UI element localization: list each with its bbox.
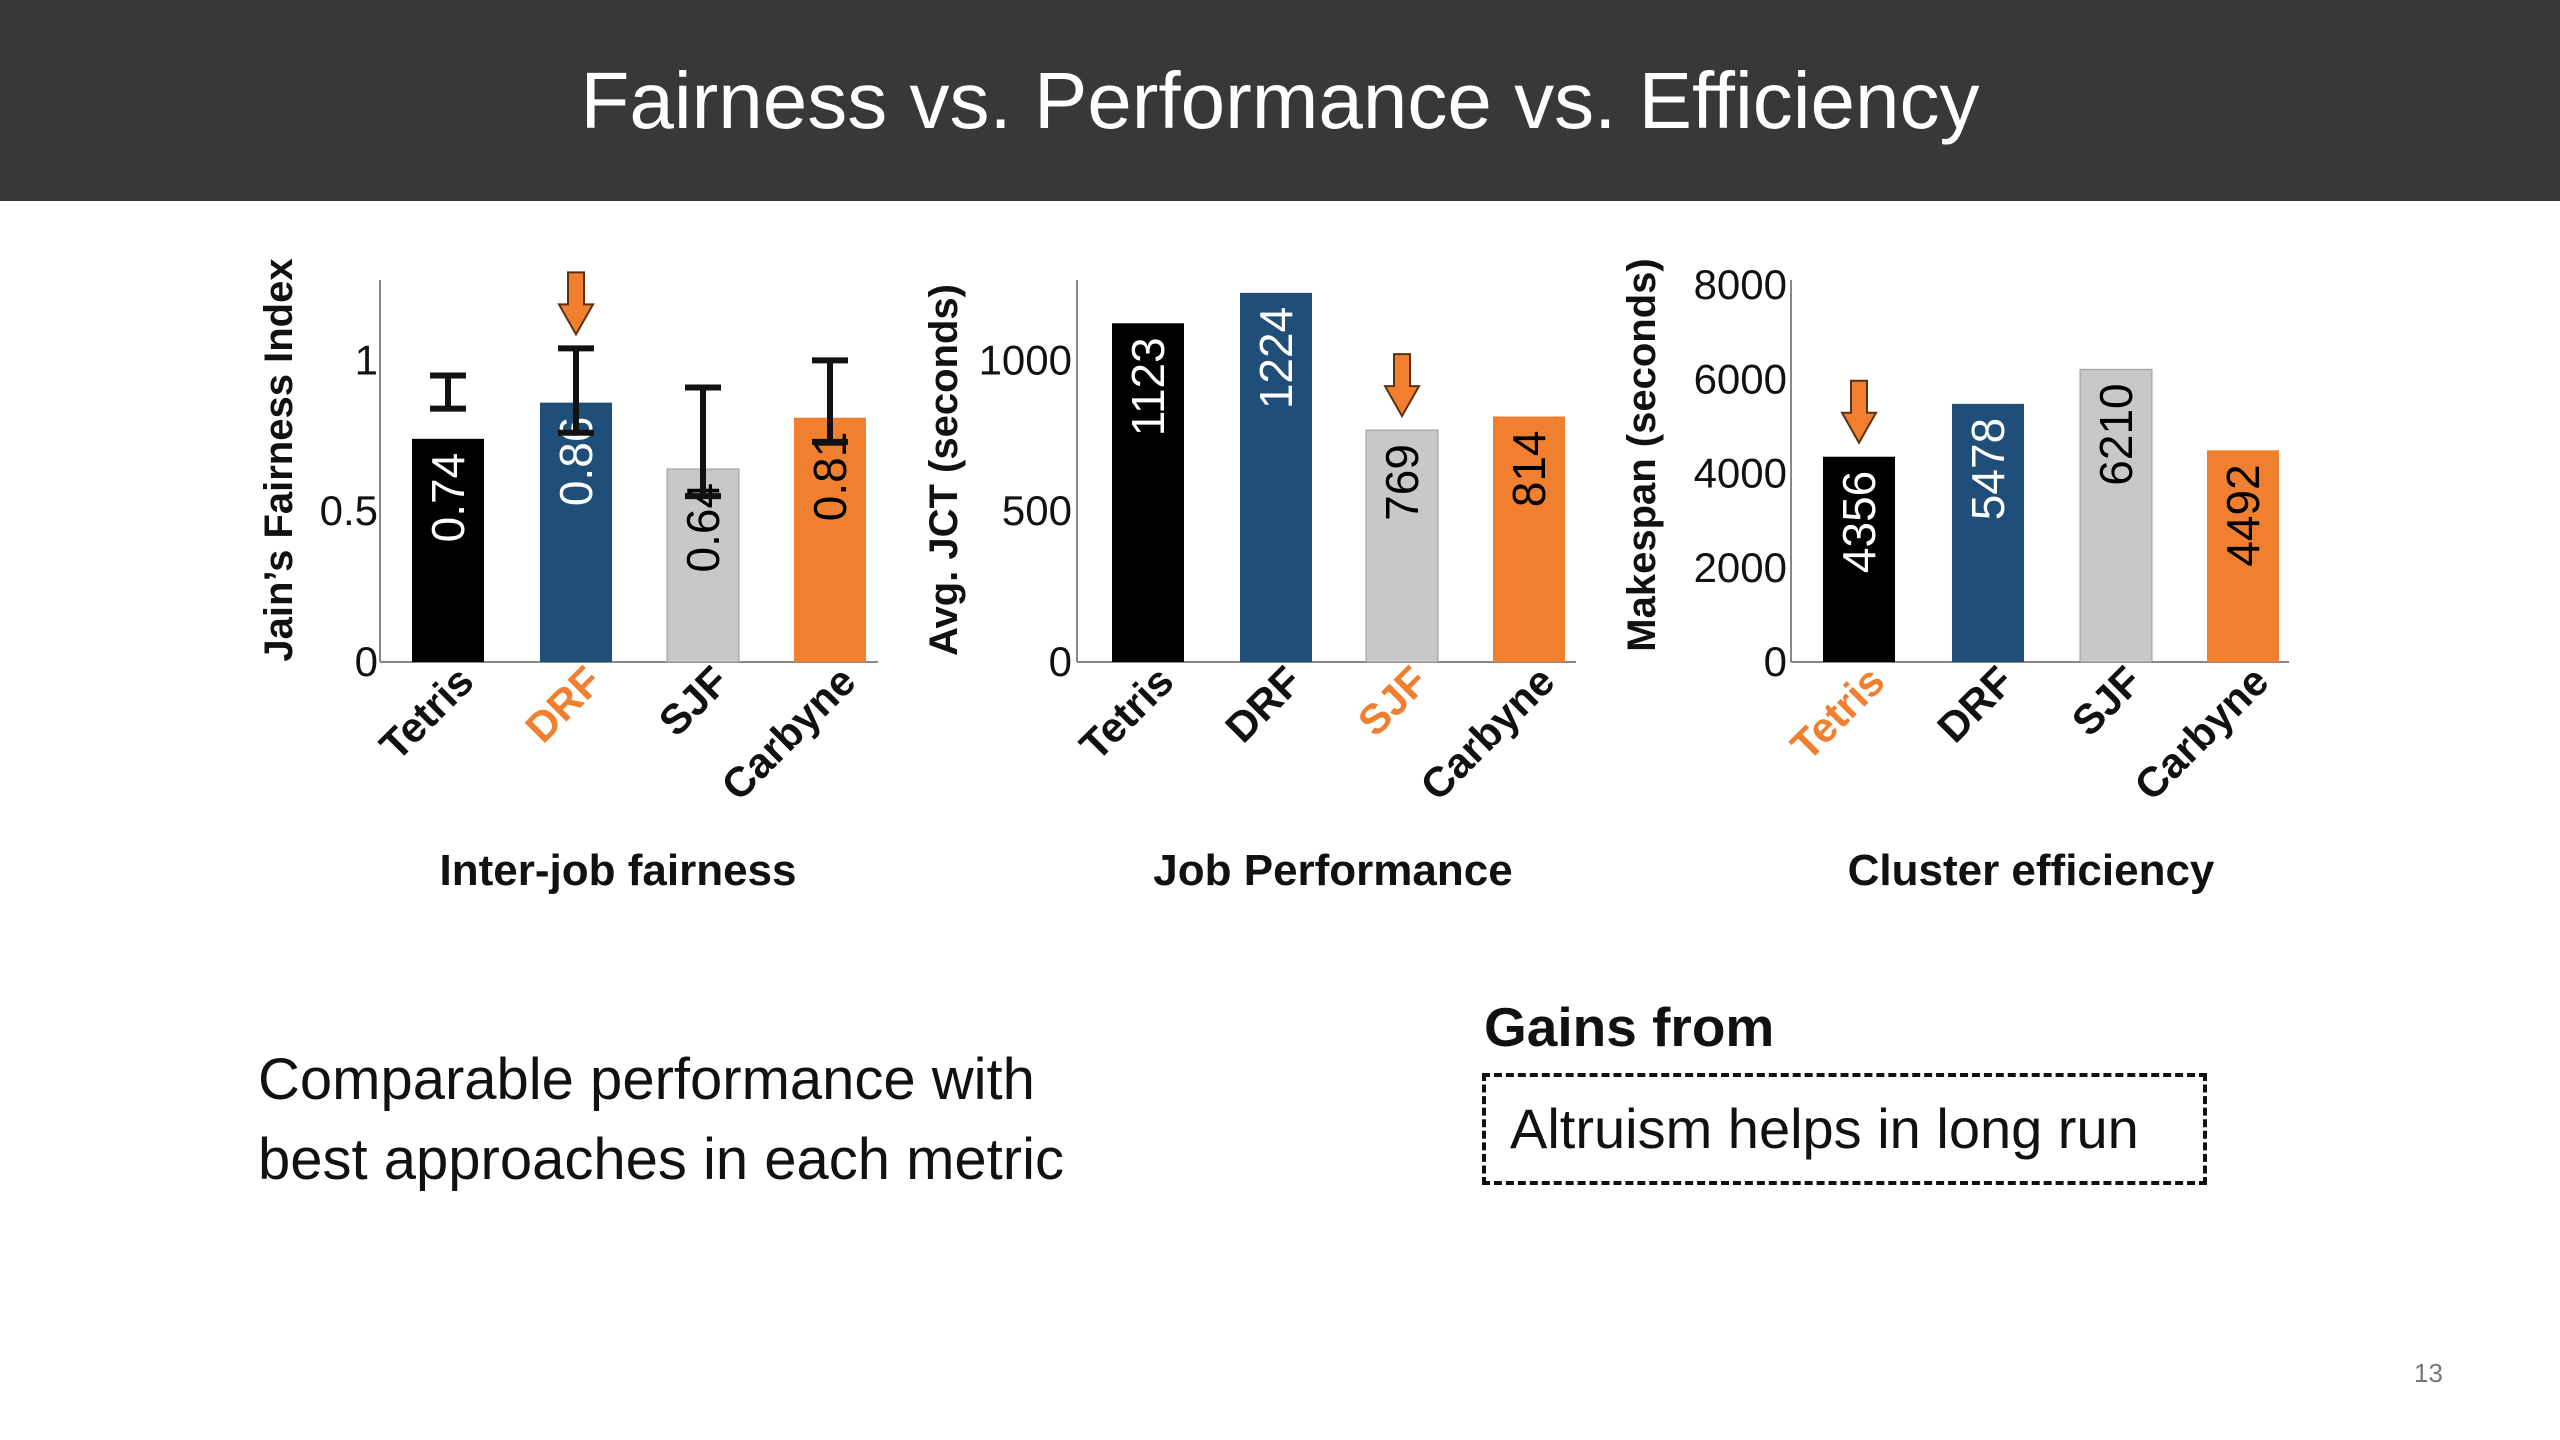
bar bbox=[1952, 403, 2024, 662]
x-tick-label: SJF bbox=[2063, 657, 2151, 745]
data-label: 814 bbox=[1503, 430, 1555, 507]
bar bbox=[412, 438, 484, 662]
x-tick-label: Tetris bbox=[1781, 657, 1893, 769]
y-tick-label: 8000 bbox=[1694, 261, 1787, 308]
x-tick-label: DRF bbox=[516, 657, 610, 751]
y-tick-label: 0 bbox=[355, 638, 378, 685]
chart-subtitle: Inter-job fairness bbox=[440, 846, 797, 895]
summary-text: Comparable performance with best approac… bbox=[258, 1040, 1064, 1200]
y-tick-label: 6000 bbox=[1694, 355, 1787, 402]
x-tick-label: Carbyne bbox=[1411, 657, 1563, 809]
chart-2: 0 500 1000 Avg. JCT (seconds) 1123 Tetris 1224… bbox=[922, 280, 1576, 895]
chart-subtitle: Job Performance bbox=[1153, 846, 1512, 895]
y-axis-label: Avg. JCT (seconds) bbox=[922, 284, 966, 656]
bar bbox=[1112, 323, 1184, 662]
gains-title: Gains from bbox=[1484, 996, 1775, 1058]
y-tick-label: 0 bbox=[1049, 638, 1072, 685]
data-label: 5478 bbox=[1962, 418, 2014, 520]
bar bbox=[540, 402, 612, 662]
bar bbox=[666, 468, 740, 663]
data-label: 1123 bbox=[1122, 337, 1174, 436]
bar bbox=[1365, 429, 1439, 663]
summary-line-2: best approaches in each metric bbox=[258, 1127, 1064, 1192]
data-label: 1224 bbox=[1250, 307, 1302, 409]
data-label: 4356 bbox=[1833, 471, 1885, 573]
slide-title: Fairness vs. Performance vs. Efficiency bbox=[580, 56, 1980, 145]
y-axis-label: Makespan (seconds) bbox=[1620, 258, 1664, 651]
highlight-arrow-icon-shape bbox=[1840, 379, 1878, 445]
y-tick-label: 0 bbox=[1764, 638, 1787, 685]
y-tick-label: 1 bbox=[355, 336, 378, 383]
x-tick-label: Carbyne bbox=[2125, 657, 2277, 809]
highlight-arrow-icon bbox=[1840, 379, 1878, 445]
summary-line-1: Comparable performance with bbox=[258, 1047, 1035, 1112]
x-tick-label: SJF bbox=[1349, 657, 1437, 745]
chart-subtitle: Cluster efficiency bbox=[1848, 846, 2215, 895]
data-label: 0.74 bbox=[422, 453, 474, 543]
chart-3: 0 2000 4000 6000 8000 Makespan (seconds) 4356 T… bbox=[1620, 258, 2289, 895]
data-label: 769 bbox=[1376, 444, 1428, 521]
y-tick-label: 0.5 bbox=[320, 487, 378, 534]
title-bar bbox=[0, 0, 2560, 201]
x-tick-label: DRF bbox=[1928, 657, 2022, 751]
data-label: 0.81 bbox=[804, 432, 856, 522]
data-label: 6210 bbox=[2090, 383, 2142, 485]
gains-box: Altruism helps in long run bbox=[1482, 1073, 2207, 1185]
page-number: 13 bbox=[2414, 1358, 2443, 1388]
y-tick-label: 500 bbox=[1002, 487, 1072, 534]
y-tick-label: 4000 bbox=[1694, 450, 1787, 497]
y-axis-label: Jain’s Fairness Index bbox=[257, 258, 301, 661]
y-tick-label: 2000 bbox=[1694, 544, 1787, 591]
x-tick-label: Tetris bbox=[1070, 657, 1182, 769]
highlight-arrow-icon bbox=[557, 271, 595, 337]
x-tick-label: Carbyne bbox=[712, 657, 864, 809]
bar bbox=[1240, 292, 1312, 662]
x-tick-label: Tetris bbox=[370, 657, 482, 769]
y-tick-label: 1000 bbox=[979, 336, 1072, 383]
highlight-arrow-icon bbox=[1383, 353, 1421, 419]
x-tick-label: DRF bbox=[1216, 657, 1310, 751]
bar bbox=[1823, 456, 1895, 662]
bar bbox=[1493, 416, 1565, 662]
bar bbox=[2079, 368, 2153, 663]
x-tick-label: SJF bbox=[650, 657, 738, 745]
bar bbox=[794, 417, 866, 662]
data-label: 4492 bbox=[2217, 464, 2269, 566]
highlight-arrow-icon-shape bbox=[1383, 353, 1421, 419]
highlight-arrow-icon-shape bbox=[557, 271, 595, 337]
bar bbox=[2207, 450, 2279, 662]
